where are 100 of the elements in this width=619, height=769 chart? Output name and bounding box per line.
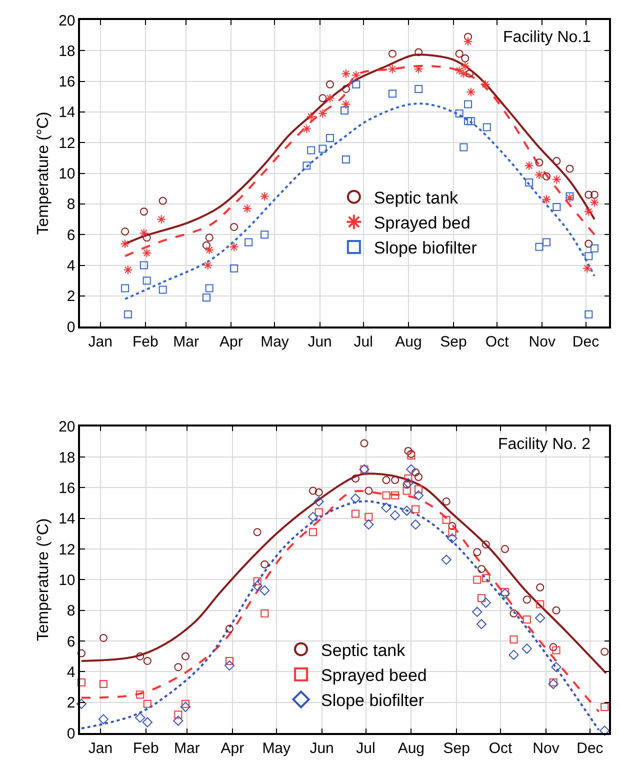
y-tick-label: 10 <box>58 572 76 589</box>
point <box>525 178 534 186</box>
point <box>173 716 184 726</box>
point <box>229 242 239 252</box>
y-tick-label: 4 <box>66 664 76 681</box>
point <box>77 678 86 686</box>
point <box>142 248 152 258</box>
y-tick-label: 10 <box>58 166 76 183</box>
point <box>542 238 551 246</box>
point <box>252 580 262 591</box>
point <box>566 164 574 173</box>
point <box>534 170 544 180</box>
point <box>340 106 348 114</box>
point <box>412 468 420 476</box>
point <box>388 90 396 98</box>
point <box>600 648 609 656</box>
point <box>584 240 593 248</box>
point <box>351 474 360 483</box>
x-tick-label: Dec <box>572 333 600 350</box>
x-tick-label: Apr <box>220 740 244 757</box>
point <box>308 512 318 522</box>
point <box>230 222 238 231</box>
point <box>535 242 544 251</box>
point <box>391 476 400 484</box>
point <box>464 100 472 108</box>
x-tick-label: May <box>260 333 290 350</box>
point <box>253 577 262 586</box>
point <box>402 506 412 516</box>
point <box>406 464 416 474</box>
point <box>308 486 317 495</box>
point <box>414 84 423 93</box>
point <box>464 117 472 126</box>
point <box>500 545 509 554</box>
point <box>522 644 532 654</box>
y-tick-label: 6 <box>66 633 76 650</box>
point <box>447 533 458 544</box>
point <box>203 260 213 270</box>
point <box>473 548 482 556</box>
point <box>473 576 482 584</box>
x-tick-label: Sep <box>443 740 470 757</box>
point <box>441 554 452 565</box>
legend-label: Sprayed beed <box>321 666 427 685</box>
point <box>565 193 574 203</box>
y-axis-title: Temperature (°C) <box>34 112 52 235</box>
point <box>410 519 421 530</box>
legend-label: Slope biofilter <box>374 238 478 258</box>
point <box>466 87 476 97</box>
point <box>414 64 424 74</box>
point <box>390 510 400 520</box>
y-tick-label: 6 <box>66 226 76 244</box>
y-tick-label: 14 <box>58 510 76 528</box>
point <box>244 238 253 246</box>
point <box>552 174 562 184</box>
x-tick-label: Jul <box>356 740 376 757</box>
point <box>230 264 238 272</box>
point <box>413 490 424 500</box>
point <box>342 156 350 164</box>
point <box>314 488 323 496</box>
point <box>404 446 412 455</box>
point <box>590 244 598 252</box>
legend-label: Slope biofilter <box>321 691 424 710</box>
point <box>549 678 558 686</box>
point <box>460 143 468 152</box>
point <box>552 606 560 614</box>
point <box>584 252 593 260</box>
point <box>388 64 398 74</box>
x-tick-label: Jan <box>88 333 112 350</box>
point <box>121 284 130 292</box>
point <box>382 476 390 484</box>
point <box>180 702 191 712</box>
point <box>253 528 262 536</box>
point <box>582 264 592 274</box>
point <box>142 276 151 285</box>
y-axis-title: Temperature (°C) <box>34 518 52 642</box>
x-tick-label: Jun <box>308 333 332 350</box>
point <box>318 94 327 102</box>
point <box>522 596 531 604</box>
legend-label: Sprayed bed <box>374 214 470 233</box>
text: Facility No.1 <box>503 29 592 46</box>
point <box>158 286 167 294</box>
point <box>204 245 214 255</box>
point <box>461 54 470 62</box>
point <box>552 157 561 166</box>
point <box>388 50 396 58</box>
y-tick-label: 0 <box>66 725 76 742</box>
point <box>584 310 593 318</box>
point <box>381 502 392 513</box>
x-tick-label: Feb <box>132 333 158 350</box>
point <box>590 198 600 208</box>
point <box>77 649 86 658</box>
point <box>364 486 373 495</box>
point <box>442 498 450 506</box>
y-tick-label: 12 <box>58 134 76 152</box>
point <box>458 68 468 78</box>
y-tick-label: 2 <box>66 694 76 712</box>
point <box>476 619 487 630</box>
point <box>448 528 456 536</box>
point <box>182 652 190 660</box>
point <box>412 505 420 514</box>
point <box>124 310 132 318</box>
